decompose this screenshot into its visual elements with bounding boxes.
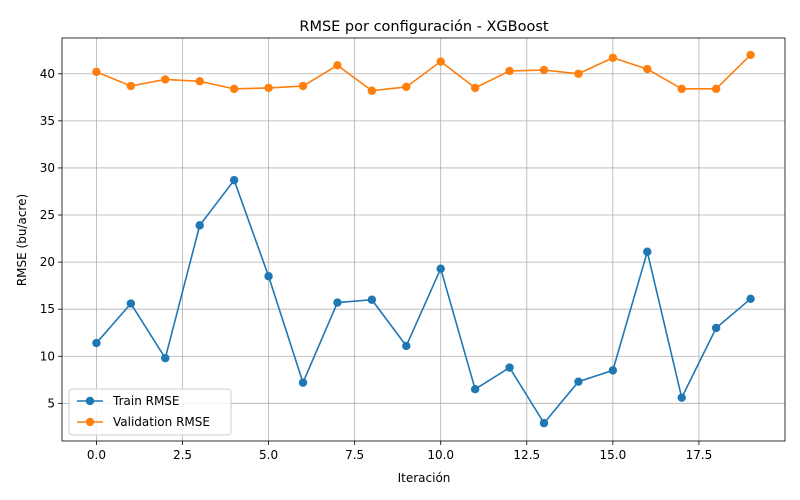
data-point bbox=[677, 393, 686, 402]
x-axis: 0.0 2.5 5.0 7.5 10.0 12.5 15.0 17.5 bbox=[87, 441, 712, 462]
data-point bbox=[126, 299, 136, 308]
data-point bbox=[298, 81, 308, 91]
y-tick-label: 20 bbox=[40, 255, 55, 269]
legend-label: Validation RMSE bbox=[113, 415, 210, 429]
series-line bbox=[96, 54, 752, 92]
data-point bbox=[436, 264, 445, 273]
chart-title: RMSE por configuración - XGBoost bbox=[299, 19, 549, 35]
x-tick-label: 10.0 bbox=[427, 448, 454, 462]
data-point bbox=[746, 50, 755, 60]
y-tick-label: 15 bbox=[40, 302, 55, 316]
x-axis-label: Iteración bbox=[398, 471, 451, 485]
data-point bbox=[643, 247, 652, 256]
series-train bbox=[92, 175, 755, 428]
y-tick-label: 5 bbox=[47, 396, 55, 410]
data-point bbox=[333, 298, 342, 307]
legend-swatch-marker bbox=[85, 417, 95, 427]
data-point bbox=[574, 69, 583, 78]
data-point bbox=[643, 64, 652, 74]
data-point bbox=[229, 175, 239, 185]
y-axis-label: RMSE (bu/acre) bbox=[15, 194, 29, 286]
x-tick-label: 17.5 bbox=[686, 448, 713, 462]
y-tick-label: 40 bbox=[40, 67, 55, 81]
data-point bbox=[195, 221, 204, 230]
data-point bbox=[539, 418, 549, 428]
y-tick-label: 25 bbox=[40, 208, 55, 222]
data-point bbox=[470, 83, 480, 93]
data-point bbox=[333, 61, 342, 70]
x-tick-label: 7.5 bbox=[345, 448, 364, 462]
legend-label: Train RMSE bbox=[112, 394, 180, 408]
data-point bbox=[505, 363, 514, 372]
data-point bbox=[229, 84, 239, 94]
data-point bbox=[608, 366, 618, 375]
data-point bbox=[574, 377, 583, 386]
series-line bbox=[95, 179, 752, 424]
data-point bbox=[298, 378, 308, 387]
data-point bbox=[264, 272, 273, 281]
data-point bbox=[161, 353, 170, 363]
plot-frame bbox=[61, 37, 786, 442]
x-tick-label: 2.5 bbox=[173, 448, 192, 462]
y-axis: 5 10 15 20 25 30 35 40 bbox=[40, 67, 62, 410]
data-point bbox=[367, 295, 377, 304]
legend-box bbox=[68, 388, 232, 436]
data-point bbox=[608, 53, 618, 62]
data-point bbox=[264, 83, 273, 93]
data-point bbox=[505, 66, 514, 76]
data-point bbox=[677, 84, 686, 94]
y-tick-label: 35 bbox=[40, 114, 55, 128]
data-point bbox=[436, 57, 445, 66]
series-validation bbox=[92, 50, 755, 95]
y-tick-label: 10 bbox=[40, 349, 55, 363]
legend-swatch-marker bbox=[85, 396, 95, 406]
data-point bbox=[126, 81, 136, 91]
x-tick-label: 15.0 bbox=[599, 448, 626, 462]
legend: Train RMSE Validation RMSE bbox=[68, 388, 232, 436]
data-point bbox=[470, 385, 480, 394]
data-point bbox=[402, 341, 411, 351]
data-point bbox=[711, 84, 721, 94]
x-tick-label: 5.0 bbox=[259, 448, 278, 462]
data-point bbox=[746, 294, 755, 304]
x-tick-label: 0.0 bbox=[87, 448, 106, 462]
data-point bbox=[367, 86, 377, 95]
x-tick-label: 12.5 bbox=[513, 448, 540, 462]
data-point bbox=[711, 323, 721, 333]
data-point bbox=[161, 75, 170, 84]
data-point bbox=[92, 67, 101, 77]
y-tick-label: 30 bbox=[40, 161, 55, 175]
data-point bbox=[92, 338, 101, 348]
data-point bbox=[539, 65, 549, 75]
data-point bbox=[195, 77, 204, 86]
data-point bbox=[402, 82, 411, 92]
series-layer bbox=[92, 50, 755, 428]
